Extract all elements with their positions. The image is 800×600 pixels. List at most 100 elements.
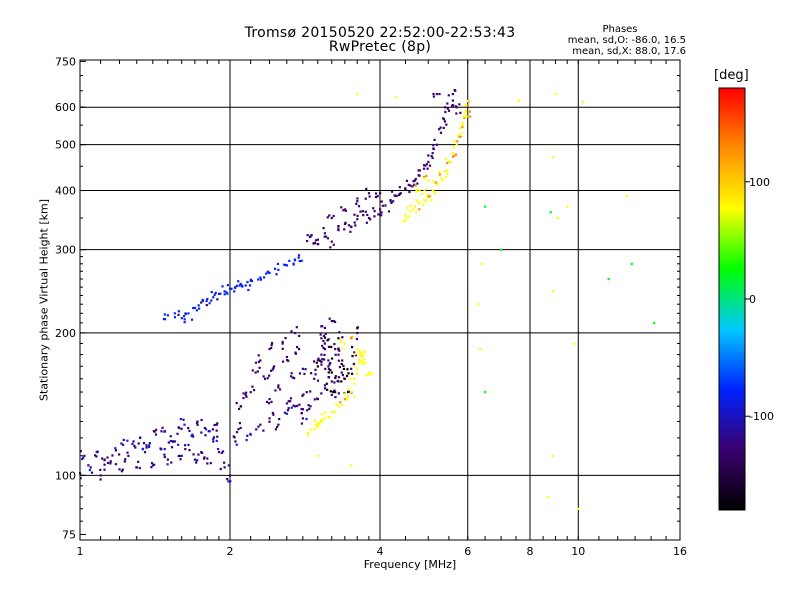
data-point — [225, 291, 228, 294]
data-point — [339, 401, 342, 404]
data-point — [254, 371, 257, 374]
y-tick-label: 200 — [55, 327, 76, 340]
data-point — [217, 451, 221, 454]
data-point — [349, 230, 352, 233]
data-point — [456, 140, 459, 143]
data-point — [653, 321, 656, 325]
data-point — [468, 110, 472, 113]
data-point — [180, 427, 183, 430]
data-point — [418, 169, 421, 172]
data-point — [337, 359, 340, 362]
data-point — [447, 94, 450, 97]
data-point — [204, 428, 208, 431]
data-point — [354, 354, 357, 357]
data-point — [298, 403, 301, 406]
data-point — [198, 307, 201, 310]
data-point — [347, 372, 350, 375]
data-point — [210, 299, 213, 302]
data-point — [216, 298, 219, 301]
data-point — [356, 347, 359, 351]
data-point — [343, 208, 347, 211]
data-point — [432, 95, 435, 98]
data-point — [316, 365, 319, 368]
data-point — [408, 190, 411, 194]
data-point — [316, 454, 319, 457]
data-point — [432, 144, 435, 147]
data-point — [177, 426, 180, 429]
data-point — [329, 369, 332, 372]
data-point — [307, 404, 310, 407]
data-point — [212, 437, 215, 441]
data-point — [238, 284, 241, 287]
data-point — [229, 287, 232, 290]
data-point — [426, 193, 429, 196]
data-point — [267, 271, 270, 274]
data-point — [404, 187, 407, 190]
data-point — [300, 407, 303, 411]
data-point — [330, 357, 334, 360]
data-point — [294, 352, 297, 355]
data-point — [461, 125, 464, 129]
data-point — [296, 404, 299, 408]
data-point — [366, 213, 369, 217]
data-point — [233, 436, 236, 439]
data-point — [99, 478, 102, 481]
data-point — [428, 195, 431, 198]
stats-x-mode: mean, sd,X: 88.0, 17.6 — [572, 46, 686, 57]
data-point — [291, 376, 295, 379]
data-point — [79, 477, 82, 480]
data-point — [257, 278, 260, 281]
data-point — [229, 474, 232, 477]
data-point — [552, 454, 555, 457]
data-point — [337, 225, 340, 228]
data-point — [322, 358, 326, 361]
data-point — [466, 99, 469, 103]
data-point — [103, 468, 106, 471]
data-point — [438, 128, 441, 131]
data-point — [390, 201, 393, 205]
data-point — [344, 221, 347, 224]
data-point — [446, 172, 449, 176]
data-point — [368, 195, 371, 198]
data-point — [328, 317, 331, 320]
data-point — [259, 276, 262, 279]
data-point — [142, 442, 146, 445]
data-point — [426, 167, 429, 170]
data-point — [315, 361, 318, 365]
data-point — [87, 464, 90, 467]
data-point — [428, 164, 432, 167]
data-point — [446, 169, 449, 172]
data-point — [223, 290, 226, 293]
data-point — [630, 262, 633, 265]
y-tick-label: 300 — [55, 244, 76, 257]
data-point — [237, 280, 240, 283]
data-point — [355, 337, 359, 341]
data-point — [413, 183, 416, 186]
data-point — [361, 355, 364, 358]
data-point — [215, 429, 218, 432]
data-point — [367, 216, 371, 220]
data-point — [422, 164, 426, 167]
data-point — [81, 457, 84, 461]
data-point — [362, 214, 365, 217]
data-point — [355, 202, 358, 205]
data-point — [179, 458, 182, 461]
data-point — [447, 160, 451, 164]
data-point — [404, 219, 407, 222]
data-point — [356, 92, 359, 96]
data-point — [223, 466, 226, 469]
data-point — [353, 395, 356, 398]
data-point — [289, 400, 292, 403]
data-point — [418, 208, 421, 211]
data-point — [293, 331, 297, 335]
data-point — [133, 444, 136, 447]
data-point — [252, 389, 256, 392]
data-point — [118, 453, 121, 456]
data-point — [167, 441, 170, 444]
data-point — [292, 404, 295, 407]
data-point — [246, 280, 249, 284]
data-point — [249, 432, 252, 436]
data-point — [414, 177, 417, 181]
data-point — [277, 423, 280, 426]
data-point — [447, 109, 451, 112]
